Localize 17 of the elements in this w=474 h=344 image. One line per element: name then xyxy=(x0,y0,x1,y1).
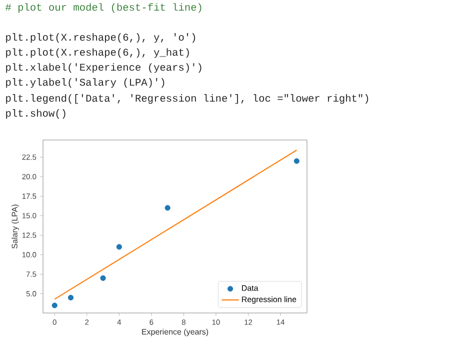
point xyxy=(116,244,122,250)
text: plt.show() xyxy=(6,109,66,119)
point xyxy=(68,294,74,300)
x-axis-title: Experience (years) xyxy=(142,328,208,336)
point xyxy=(294,158,300,164)
text: plt.plot(X.reshape(6,), y_hat) xyxy=(6,48,189,58)
text: plt.legend(['Data', 'Regression line'], loc ="lower right") xyxy=(6,94,368,104)
text: plt.xlabel('Experience (years)') xyxy=(6,63,202,73)
point xyxy=(100,275,106,281)
text: plt.ylabel('Salary (LPA)') xyxy=(6,78,164,88)
text: plt.plot(X.reshape(6,), y, 'o') xyxy=(6,33,196,43)
point xyxy=(164,205,170,211)
text: # plot our model (best-fit line) xyxy=(5,3,202,13)
legend-label: Data xyxy=(242,285,258,291)
y-axis-title: Salary (LPA) xyxy=(12,204,20,249)
legend-label: Regression line xyxy=(242,296,296,304)
point xyxy=(52,302,58,308)
